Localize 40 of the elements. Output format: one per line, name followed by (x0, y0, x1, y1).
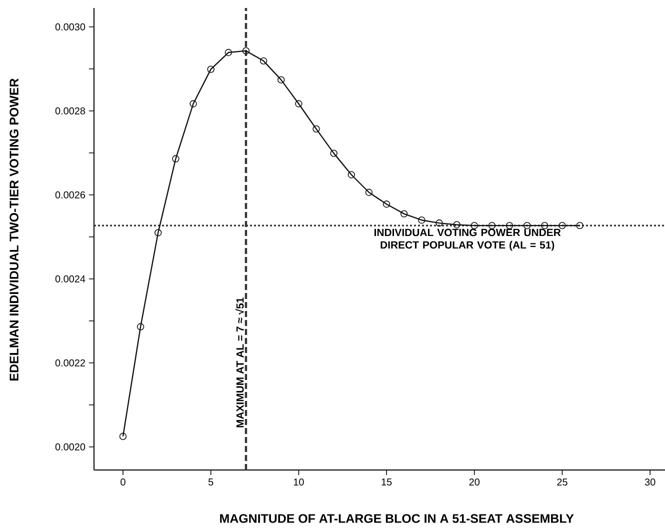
point (119, 432, 127, 440)
point (330, 150, 338, 157)
x-tick-label: 20 (469, 478, 480, 486)
point (172, 155, 180, 162)
point (365, 188, 373, 196)
point (295, 100, 302, 108)
point (260, 57, 268, 65)
y-axis-title: EDELMAN INDIVIDUAL TWO-TIER VOTING POWER (10, 78, 18, 380)
y-tick-label: 0.0030 (55, 23, 86, 30)
point (470, 222, 478, 230)
point (207, 66, 214, 73)
point (418, 216, 426, 224)
point (382, 200, 390, 208)
x-axis-title: MAGNITUDE OF AT-LARGE BLOC IN A 51-SEAT ASSEMBLY (220, 514, 574, 523)
y-tick-label: 0.0020 (55, 443, 86, 450)
point (558, 222, 566, 230)
point (576, 222, 584, 230)
y-tick-label: 0.0022 (55, 359, 85, 366)
point (348, 171, 355, 178)
y-tick-label: 0.0028 (55, 107, 86, 114)
x-tick-label: 30 (644, 478, 656, 486)
x-tick-label: 15 (382, 478, 392, 486)
point (224, 48, 232, 56)
x-tick-label: 10 (294, 478, 304, 486)
x-tick-label: 0 (120, 478, 126, 486)
y-tick-label: 0.0026 (55, 191, 86, 198)
point (190, 100, 197, 108)
point (136, 323, 144, 330)
y-tick-label: 0.0024 (55, 275, 86, 282)
point (453, 221, 460, 228)
ref-line-label: MAXIMUM AT AL = 7 ≈ √51 (235, 298, 244, 428)
x-tick-label: 5 (208, 478, 214, 486)
point (278, 76, 285, 84)
x-tick-label: 25 (557, 478, 568, 486)
point (400, 210, 408, 218)
annotation: INDIVIDUAL VOTING POWER UNDER DIRECT POPULAR VOTE (AL = 51) (374, 228, 561, 251)
point (242, 47, 250, 54)
point (436, 219, 443, 227)
point (312, 125, 320, 133)
point (154, 229, 162, 236)
